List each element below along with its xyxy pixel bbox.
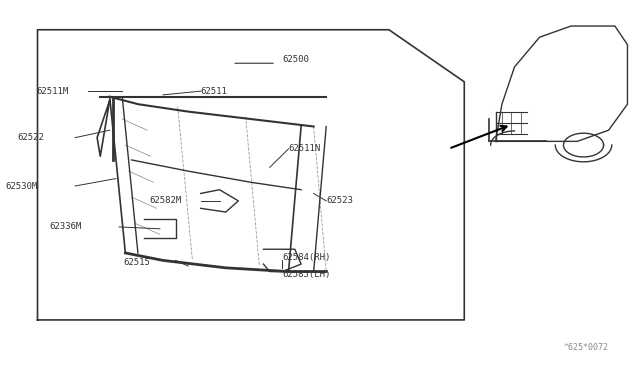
Text: 62523: 62523 (326, 196, 353, 205)
Text: 62585(LH): 62585(LH) (282, 270, 331, 279)
Text: 62336M: 62336M (49, 222, 81, 231)
Text: 62511M: 62511M (36, 87, 69, 96)
Text: 62530M: 62530M (5, 182, 38, 190)
Text: 62582M: 62582M (150, 196, 182, 205)
Text: ^625*0072: ^625*0072 (564, 343, 609, 352)
Text: 62584(RH): 62584(RH) (282, 253, 331, 262)
Text: 62515: 62515 (124, 258, 150, 267)
Text: 62500: 62500 (282, 55, 309, 64)
Text: 62511N: 62511N (289, 144, 321, 153)
Text: 62522: 62522 (17, 133, 44, 142)
Text: 62511: 62511 (201, 87, 228, 96)
